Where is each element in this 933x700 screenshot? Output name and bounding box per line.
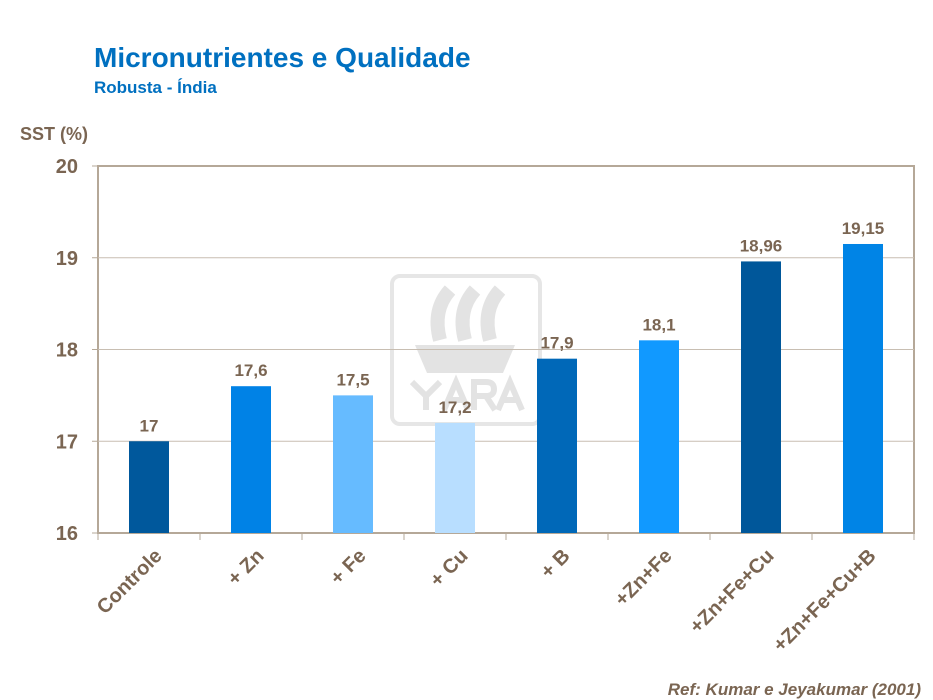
bar [231, 386, 271, 533]
x-tick-label: + Cu [426, 545, 473, 592]
x-tick-label: +Zn+Fe [611, 545, 677, 611]
data-label: 17,6 [234, 361, 267, 380]
x-tick-label: +Zn+Fe+Cu+B [769, 545, 880, 656]
chart-title: Micronutrientes e Qualidade [94, 42, 471, 73]
x-tick-label: + Zn [224, 545, 269, 590]
bar [537, 358, 577, 533]
bar [843, 243, 883, 534]
reference-note: Ref: Kumar e Jeyakumar (2001) [667, 680, 921, 699]
data-label: 18,96 [740, 236, 783, 255]
y-tick-label: 18 [56, 340, 78, 362]
x-tick-label: +Zn+Fe+Cu [686, 545, 779, 638]
y-tick-label: 17 [56, 431, 78, 453]
data-label: 17,2 [438, 398, 471, 417]
y-tick-label: 20 [56, 156, 78, 178]
data-label: 19,15 [842, 219, 885, 238]
data-label: 17 [140, 416, 159, 435]
x-tick-label: Controle [93, 545, 167, 619]
bar [741, 261, 781, 533]
y-tick-label: 19 [56, 248, 78, 270]
y-tick-label: 16 [56, 523, 78, 545]
x-tick-label: + B [537, 545, 575, 583]
data-label: 18,1 [642, 315, 675, 334]
data-label: 17,5 [336, 370, 369, 389]
bar [129, 441, 169, 533]
bar [435, 422, 475, 533]
bar [639, 340, 679, 533]
chart-subtitle: Robusta - Índia [94, 78, 217, 97]
bar [333, 395, 373, 533]
x-tick-label: + Fe [326, 545, 370, 589]
data-label: 17,9 [540, 334, 573, 353]
y-axis-label: SST (%) [20, 124, 88, 144]
